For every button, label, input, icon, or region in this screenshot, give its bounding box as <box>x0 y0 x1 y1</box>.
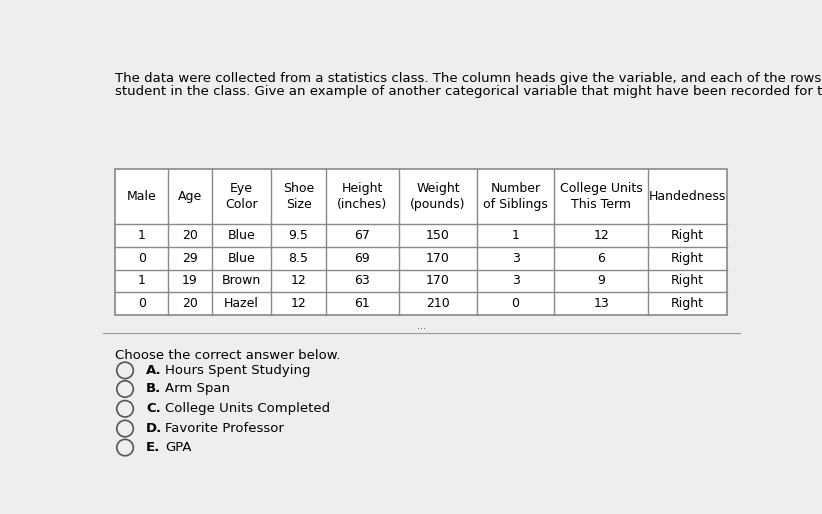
Text: C.: C. <box>146 402 161 415</box>
Text: Height
(inches): Height (inches) <box>337 182 387 211</box>
Text: 12: 12 <box>291 297 307 310</box>
Text: Favorite Professor: Favorite Professor <box>165 422 284 435</box>
Text: 9: 9 <box>597 274 605 287</box>
Text: The data were collected from a statistics class. The column heads give the varia: The data were collected from a statistic… <box>115 71 822 85</box>
Text: GPA: GPA <box>165 441 192 454</box>
Text: A.: A. <box>146 364 162 377</box>
Text: 210: 210 <box>426 297 450 310</box>
Text: student in the class. Give an example of another categorical variable that might: student in the class. Give an example of… <box>115 85 822 98</box>
Text: 67: 67 <box>354 229 370 242</box>
Text: 1: 1 <box>138 229 145 242</box>
Text: College Units
This Term: College Units This Term <box>560 182 643 211</box>
Text: 8.5: 8.5 <box>289 252 308 265</box>
Text: 1: 1 <box>511 229 520 242</box>
Text: 6: 6 <box>597 252 605 265</box>
Text: 150: 150 <box>426 229 450 242</box>
Text: 61: 61 <box>354 297 370 310</box>
Text: Blue: Blue <box>228 252 256 265</box>
Text: Right: Right <box>672 229 704 242</box>
Bar <box>115 169 727 315</box>
Text: 170: 170 <box>426 252 450 265</box>
Text: 0: 0 <box>138 252 145 265</box>
Text: Right: Right <box>672 297 704 310</box>
Text: 0: 0 <box>511 297 520 310</box>
Text: Arm Span: Arm Span <box>165 382 230 395</box>
Text: 13: 13 <box>593 297 609 310</box>
Text: Male: Male <box>127 190 156 203</box>
Text: Weight
(pounds): Weight (pounds) <box>410 182 466 211</box>
Text: 3: 3 <box>511 274 520 287</box>
Text: 1: 1 <box>138 274 145 287</box>
Text: College Units Completed: College Units Completed <box>165 402 330 415</box>
Text: B.: B. <box>146 382 161 395</box>
Text: Hours Spent Studying: Hours Spent Studying <box>165 364 311 377</box>
Text: Right: Right <box>672 274 704 287</box>
Text: 19: 19 <box>182 274 197 287</box>
Text: Handedness: Handedness <box>649 190 727 203</box>
Text: 12: 12 <box>291 274 307 287</box>
Text: 29: 29 <box>182 252 197 265</box>
Text: 63: 63 <box>354 274 370 287</box>
Text: Brown: Brown <box>222 274 261 287</box>
Text: Blue: Blue <box>228 229 256 242</box>
Text: Number
of Siblings: Number of Siblings <box>483 182 548 211</box>
Text: 69: 69 <box>354 252 370 265</box>
Text: Age: Age <box>178 190 202 203</box>
Text: Shoe
Size: Shoe Size <box>283 182 314 211</box>
Text: 9.5: 9.5 <box>289 229 308 242</box>
Text: Right: Right <box>672 252 704 265</box>
Text: 20: 20 <box>182 297 197 310</box>
Text: 20: 20 <box>182 229 197 242</box>
Text: 0: 0 <box>138 297 145 310</box>
Text: 170: 170 <box>426 274 450 287</box>
Text: ...: ... <box>417 321 426 331</box>
Text: Hazel: Hazel <box>224 297 259 310</box>
Text: E.: E. <box>146 441 160 454</box>
Text: 12: 12 <box>593 229 609 242</box>
Text: Choose the correct answer below.: Choose the correct answer below. <box>115 348 341 362</box>
Text: Eye
Color: Eye Color <box>225 182 258 211</box>
Text: 3: 3 <box>511 252 520 265</box>
Text: D.: D. <box>146 422 162 435</box>
